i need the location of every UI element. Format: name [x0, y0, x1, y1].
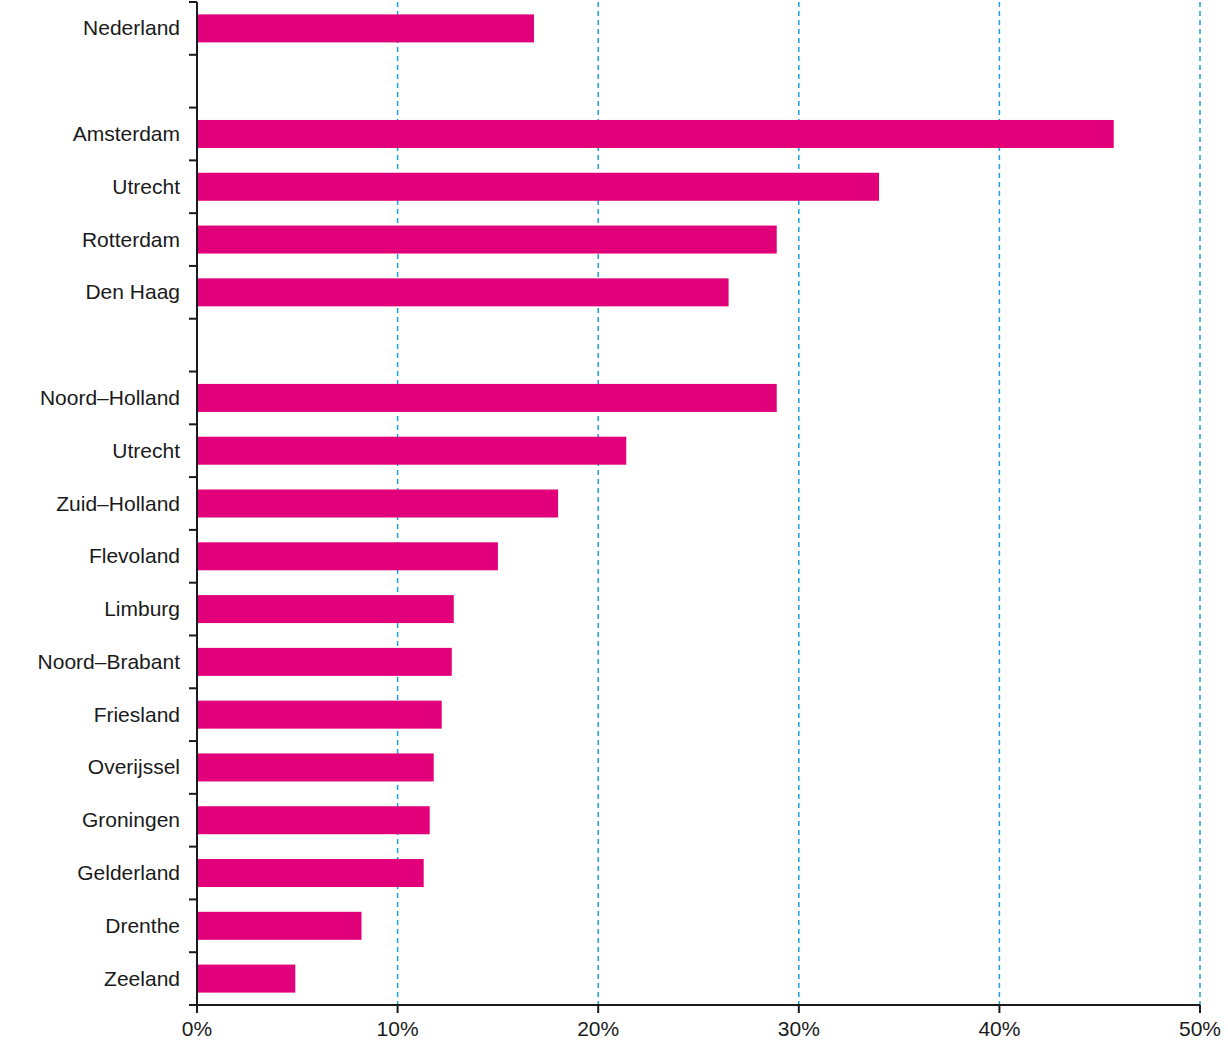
y-tick: [189, 107, 197, 109]
y-tick: [189, 371, 197, 373]
y-tick: [189, 846, 197, 848]
category-label: Overijssel: [88, 755, 180, 778]
bar: [197, 278, 729, 306]
grid-line: [1199, 2, 1201, 1005]
x-tick: [1199, 1005, 1201, 1013]
x-tick: [798, 1005, 800, 1013]
bar: [197, 965, 295, 993]
bar: [197, 648, 452, 676]
y-tick: [189, 793, 197, 795]
x-tick-label: 20%: [577, 1017, 619, 1040]
x-tick: [998, 1005, 1000, 1013]
grid-line: [798, 2, 800, 1005]
bar: [197, 542, 498, 570]
chart: Nederland Amsterdam Utrecht Rotterdam Den Ha…: [0, 0, 1228, 1045]
x-tick: [196, 1005, 198, 1013]
x-tick-label: 50%: [1179, 1017, 1221, 1040]
category-label: Rotterdam: [82, 228, 180, 251]
bar: [197, 437, 626, 465]
bar: [197, 595, 454, 623]
y-tick: [189, 476, 197, 478]
y-tick: [189, 423, 197, 425]
y-tick: [189, 898, 197, 900]
y-tick: [189, 54, 197, 56]
bar: [197, 701, 442, 729]
category-label: Den Haag: [85, 280, 180, 303]
x-tick: [597, 1005, 599, 1013]
grid-line: [597, 2, 599, 1005]
x-tick-label: 0%: [182, 1017, 212, 1040]
category-label: Noord–Holland: [40, 386, 180, 409]
bar: [197, 173, 879, 201]
x-tick-label: 30%: [778, 1017, 820, 1040]
category-label: Drenthe: [105, 914, 180, 937]
category-label: Friesland: [94, 703, 180, 726]
category-label: Utrecht: [112, 175, 180, 198]
category-label: Zuid–Holland: [56, 492, 180, 515]
y-tick-end: [189, 1004, 197, 1006]
bar: [197, 384, 777, 412]
y-tick: [189, 212, 197, 214]
category-label: Noord–Brabant: [38, 650, 181, 673]
category-label: Utrecht: [112, 439, 180, 462]
category-label: Amsterdam: [73, 122, 180, 145]
grid-line: [999, 2, 1001, 1005]
bar: [197, 859, 424, 887]
category-label: Nederland: [83, 16, 180, 39]
bar: [197, 806, 430, 834]
x-tick-label: 10%: [377, 1017, 419, 1040]
y-tick: [189, 740, 197, 742]
category-label: Flevoland: [89, 544, 180, 567]
x-tick-label: 40%: [978, 1017, 1020, 1040]
bar: [197, 120, 1114, 148]
x-axis: [197, 1004, 1200, 1006]
bar: [197, 490, 558, 518]
bar: [197, 912, 361, 940]
y-tick: [189, 1, 197, 3]
y-tick: [189, 582, 197, 584]
y-tick: [189, 634, 197, 636]
y-tick: [189, 265, 197, 267]
y-axis: [196, 2, 198, 1005]
x-tick: [397, 1005, 399, 1013]
category-label: Zeeland: [104, 967, 180, 990]
bar: [197, 226, 777, 254]
y-tick: [189, 951, 197, 953]
bars: [197, 14, 1114, 992]
bar: [197, 14, 534, 42]
category-label: Gelderland: [77, 861, 180, 884]
category-label: Limburg: [104, 597, 180, 620]
y-tick: [189, 159, 197, 161]
y-tick: [189, 318, 197, 320]
y-tick: [189, 687, 197, 689]
bar: [197, 753, 434, 781]
y-tick: [189, 529, 197, 531]
category-label: Groningen: [82, 808, 180, 831]
